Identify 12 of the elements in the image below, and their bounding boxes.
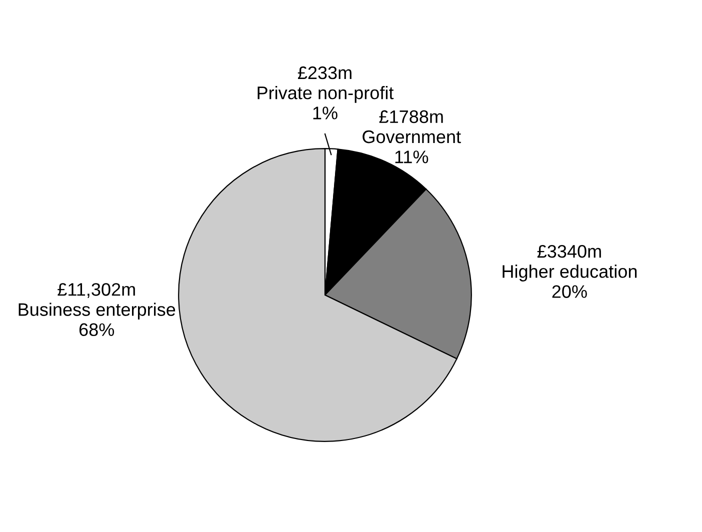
text: 11% bbox=[395, 150, 428, 164]
data-label: £233m bbox=[298, 66, 352, 80]
slice-label: Higher education bbox=[502, 264, 637, 282]
slice-label: Business enterprise bbox=[18, 302, 176, 320]
data-label: £1788m bbox=[379, 110, 443, 124]
data-label: £11,302m bbox=[58, 283, 135, 298]
text: 20% bbox=[552, 285, 587, 298]
legend-label: Government bbox=[362, 130, 461, 144]
data-label: £3340m bbox=[537, 245, 601, 258]
slice-label: Private non-profit bbox=[258, 86, 394, 103]
text: 68% bbox=[79, 323, 114, 336]
text: 1% bbox=[313, 106, 338, 120]
